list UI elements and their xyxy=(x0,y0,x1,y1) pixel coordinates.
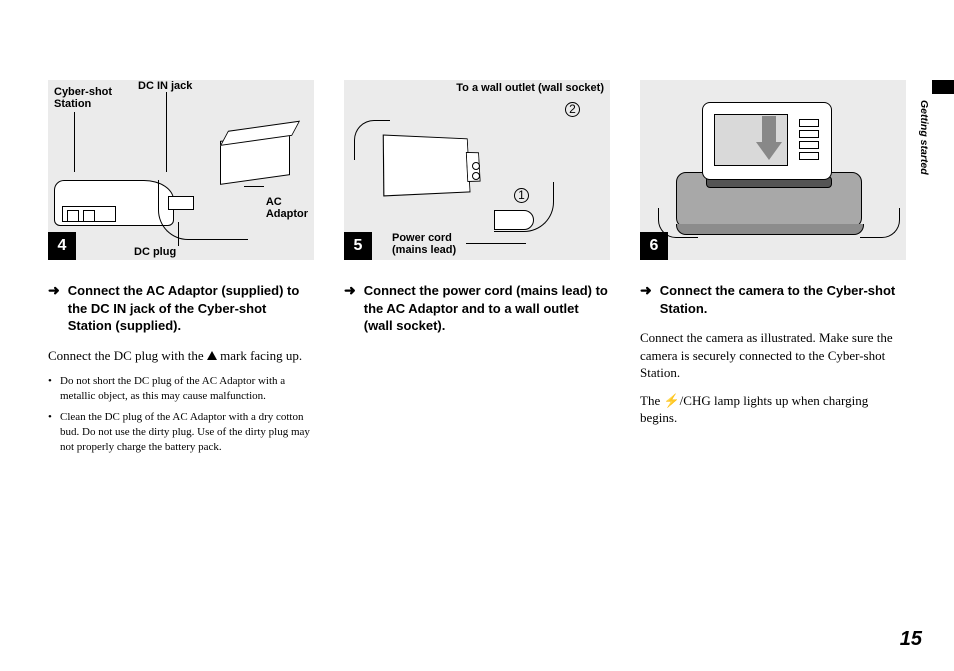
instruction-step-6: ➜ Connect the camera to the Cyber-shot S… xyxy=(640,282,906,317)
step-number-badge: 6 xyxy=(640,232,668,260)
callout-number-1: 1 xyxy=(514,188,529,203)
body-text-step-4: Connect the DC plug with the mark facing… xyxy=(48,347,314,365)
lightning-icon: ⚡ xyxy=(663,392,679,410)
column-step-5: To a wall outlet (wall socket) Power cor… xyxy=(344,80,610,460)
arrow-icon: ➜ xyxy=(344,282,356,335)
instruction-step-5: ➜ Connect the power cord (mains lead) to… xyxy=(344,282,610,335)
instruction-text: Connect the power cord (mains lead) to t… xyxy=(364,282,610,335)
illustration-cable xyxy=(860,208,900,238)
column-step-6: 6 ➜ Connect the camera to the Cyber-shot… xyxy=(640,80,906,460)
arrow-icon: ➜ xyxy=(48,282,60,335)
illustration-camera-buttons xyxy=(796,116,822,164)
illustration-cable xyxy=(158,180,248,240)
step-number-badge: 4 xyxy=(48,232,76,260)
label-wall-outlet: To a wall outlet (wall socket) xyxy=(456,82,604,94)
notes-list-step-4: Do not short the DC plug of the AC Adapt… xyxy=(48,374,314,460)
leader-line xyxy=(166,92,167,172)
illustration-station-ports xyxy=(62,206,116,222)
label-dc-plug: DC plug xyxy=(134,246,176,258)
label-cybershot-station: Cyber-shot Station xyxy=(54,86,112,110)
body-fragment: Connect the DC plug with the xyxy=(48,348,207,363)
leader-line xyxy=(74,112,75,172)
page-number: 15 xyxy=(900,628,922,651)
callout-number-2: 2 xyxy=(565,102,580,117)
step-number-badge: 5 xyxy=(344,232,372,260)
illustration-ac-adaptor xyxy=(220,131,290,185)
body-text-step-6a: Connect the camera as illustrated. Make … xyxy=(640,329,906,382)
list-item: Clean the DC plug of the AC Adaptor with… xyxy=(48,410,314,455)
page-content: Cyber-shot Station DC IN jack AC Adaptor… xyxy=(0,0,954,500)
instruction-step-4: ➜ Connect the AC Adaptor (supplied) to t… xyxy=(48,282,314,335)
label-dc-in-jack: DC IN jack xyxy=(138,80,192,92)
triangle-up-icon xyxy=(207,351,217,360)
illustration-dc-plug xyxy=(168,196,194,210)
side-section-label: Getting started xyxy=(918,100,930,175)
label-ac-adaptor: AC Adaptor xyxy=(266,196,308,220)
leader-line xyxy=(466,243,526,244)
list-item: Do not short the DC plug of the AC Adapt… xyxy=(48,374,314,404)
column-step-4: Cyber-shot Station DC IN jack AC Adaptor… xyxy=(48,80,314,460)
body-fragment: The xyxy=(640,393,663,408)
down-arrow-icon xyxy=(756,116,782,160)
figure-step-5: To a wall outlet (wall socket) Power cor… xyxy=(344,80,610,260)
illustration-ac-adaptor xyxy=(383,134,471,196)
illustration-socket xyxy=(470,160,480,182)
instruction-text: Connect the AC Adaptor (supplied) to the… xyxy=(68,282,314,335)
body-fragment: mark facing up. xyxy=(217,348,302,363)
section-tab-marker xyxy=(932,80,954,94)
figure-step-6: 6 xyxy=(640,80,906,260)
illustration-plug-head xyxy=(494,210,534,230)
instruction-text: Connect the camera to the Cyber-shot Sta… xyxy=(660,282,906,317)
body-text-step-6b: The ⚡/CHG lamp lights up when charging b… xyxy=(640,392,906,427)
label-power-cord: Power cord (mains lead) xyxy=(392,232,456,256)
arrow-icon: ➜ xyxy=(640,282,652,317)
figure-step-4: Cyber-shot Station DC IN jack AC Adaptor… xyxy=(48,80,314,260)
